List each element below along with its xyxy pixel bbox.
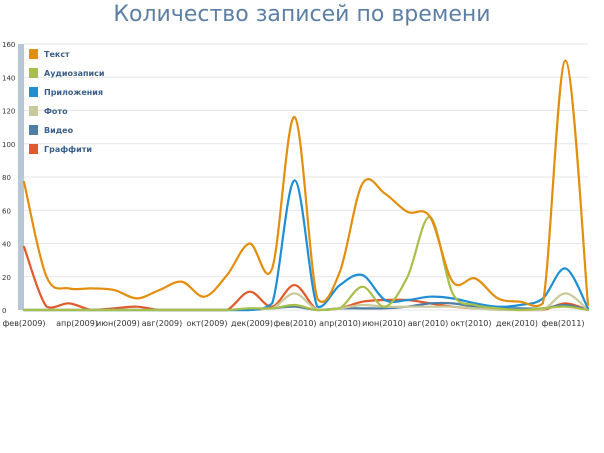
legend-label: Аудиозаписи (44, 69, 105, 78)
x-tick-label: авг(2010) (408, 319, 448, 328)
legend-label: Текст (44, 50, 70, 59)
y-tick-label: 40 (2, 241, 11, 249)
chart-title: Количество записей по времени (113, 2, 491, 27)
legend-label: Граффити (44, 145, 92, 154)
legend-swatch (29, 87, 38, 97)
series-lines (22, 59, 590, 312)
y-tick-label: 60 (2, 207, 11, 215)
y-tick-label: 20 (2, 274, 11, 282)
legend-swatch (29, 144, 38, 154)
x-tick-label: фев(2009) (2, 319, 45, 328)
x-tick-label: июн(2010) (362, 319, 406, 328)
y-tick-label: 140 (2, 74, 15, 82)
x-tick-label: фев(2011) (541, 319, 584, 328)
x-tick-label: апр(2010) (319, 319, 361, 328)
y-tick-label: 100 (2, 141, 15, 149)
series-line (22, 59, 590, 308)
x-tick-label: дек(2009) (231, 319, 273, 328)
series-line (22, 215, 590, 312)
legend-swatch (29, 106, 38, 116)
x-tick-label: авг(2009) (142, 319, 182, 328)
legend-label: Фото (44, 107, 68, 116)
x-tick-label: дек(2010) (496, 319, 538, 328)
legend-swatch (29, 125, 38, 135)
x-tick-label: июн(2009) (96, 319, 140, 328)
x-tick-label: апр(2009) (56, 319, 98, 328)
x-tick-label: окт(2010) (451, 319, 492, 328)
x-tick-label: фев(2010) (273, 319, 316, 328)
y-tick-label: 160 (2, 41, 15, 49)
y-tick-label: 0 (2, 307, 6, 315)
y-axis-bar (18, 44, 24, 310)
legend-label: Видео (44, 126, 74, 135)
legend-swatch (29, 49, 38, 59)
legend-swatch (29, 68, 38, 78)
legend-label: Приложения (44, 88, 103, 97)
x-tick-label: окт(2009) (187, 319, 228, 328)
x-axis: фев(2009) апр(2009)июн(2009) авг(2009) окт(… (2, 319, 584, 328)
y-axis: 0 20 40 60 80 100 120 140 160 (2, 41, 24, 315)
y-tick-label: 120 (2, 108, 15, 116)
y-tick-label: 80 (2, 174, 11, 182)
legend: Текст Аудиозаписи Приложения Фото Видео Графф… (29, 49, 105, 154)
grid-lines (24, 43, 588, 311)
